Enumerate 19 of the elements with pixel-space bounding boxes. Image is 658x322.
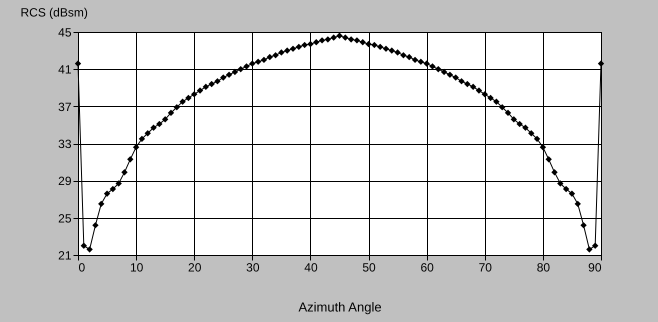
y-tick-label: 45 <box>58 26 72 40</box>
x-tick-label: 0 <box>78 260 86 274</box>
y-tick-label: 21 <box>58 248 72 262</box>
y-tick-label: 41 <box>58 62 72 77</box>
x-tick-label: 30 <box>246 260 260 274</box>
y-tick-label: 37 <box>58 100 72 114</box>
x-tick-label: 10 <box>130 260 144 274</box>
x-axis-title: Azimuth Angle <box>298 300 382 314</box>
y-tick-label: 29 <box>58 174 72 188</box>
x-tick-label: 20 <box>188 260 202 274</box>
y-tick-label: 33 <box>58 137 72 151</box>
x-tick-label: 80 <box>536 260 550 274</box>
y-tick-label: 25 <box>58 211 72 226</box>
y-axis-title: RCS (dBsm) <box>20 6 88 20</box>
x-tick-label: 60 <box>420 260 434 274</box>
x-tick-label: 50 <box>362 260 376 274</box>
x-tick-label: 70 <box>478 260 492 274</box>
x-tick-label: 40 <box>304 260 318 274</box>
x-tick-label: 90 <box>588 260 602 274</box>
